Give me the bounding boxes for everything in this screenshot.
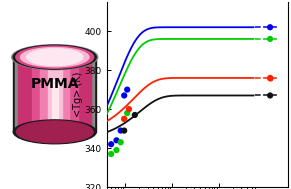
Point xyxy=(122,117,127,120)
Point xyxy=(109,143,113,146)
Polygon shape xyxy=(13,57,96,132)
Point xyxy=(109,153,113,156)
Polygon shape xyxy=(32,57,78,132)
Point xyxy=(127,108,131,111)
Polygon shape xyxy=(15,57,94,132)
Ellipse shape xyxy=(16,121,93,143)
Point xyxy=(122,129,127,132)
Polygon shape xyxy=(52,80,58,122)
Text: PMMA: PMMA xyxy=(31,77,79,91)
Point xyxy=(118,141,123,144)
Point xyxy=(268,26,272,29)
Point xyxy=(122,94,127,97)
Point xyxy=(114,149,119,152)
Point xyxy=(114,139,119,142)
Ellipse shape xyxy=(12,45,98,70)
Ellipse shape xyxy=(16,46,94,68)
Y-axis label: <Tg> (K): <Tg> (K) xyxy=(73,72,83,117)
Polygon shape xyxy=(47,65,62,129)
Point xyxy=(122,117,127,120)
Point xyxy=(132,113,137,116)
Polygon shape xyxy=(18,57,91,132)
Point xyxy=(268,37,272,40)
Ellipse shape xyxy=(27,49,83,66)
Ellipse shape xyxy=(21,48,89,67)
Point xyxy=(118,129,123,132)
Polygon shape xyxy=(40,57,69,132)
Ellipse shape xyxy=(13,45,96,69)
Ellipse shape xyxy=(13,120,96,144)
Point xyxy=(268,76,272,79)
Point xyxy=(125,112,129,115)
Point xyxy=(125,88,129,91)
Point xyxy=(268,94,272,97)
Point xyxy=(268,76,272,79)
